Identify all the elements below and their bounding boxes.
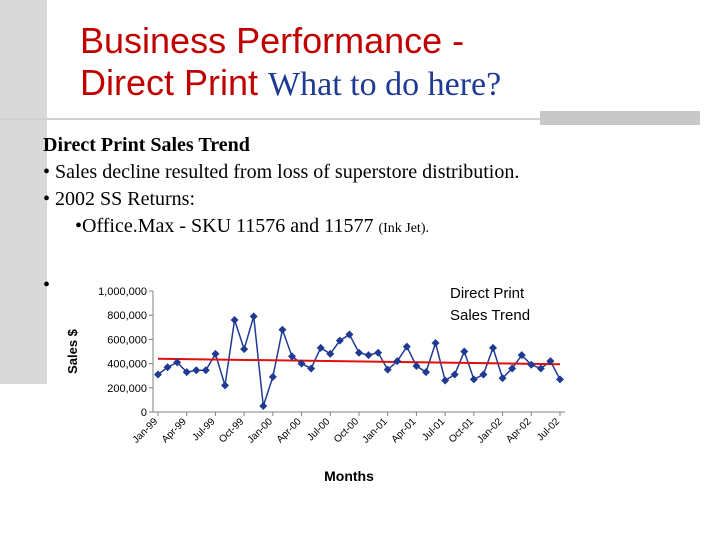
sales-data-point [556, 375, 564, 384]
sales-data-point [422, 368, 430, 377]
sales-data-point [307, 364, 316, 373]
left-accent-bar [0, 0, 47, 384]
left-accent-divider [47, 0, 50, 384]
chart-title-line: Direct Print [450, 285, 525, 302]
sales-data-point [326, 349, 335, 358]
title-direct-print: Direct Print [80, 62, 259, 103]
sales-data-point [211, 349, 220, 358]
sales-data-point [498, 374, 507, 383]
x-tick-label: Jan-99 [131, 416, 161, 446]
x-tick-label: Oct-99 [217, 416, 246, 445]
sales-data-point [355, 348, 363, 357]
sales-data-point [192, 366, 201, 375]
sales-data-point [240, 345, 249, 354]
sales-data-point [364, 351, 373, 360]
x-tick-label: Apr-02 [504, 416, 533, 445]
sales-data-point [297, 359, 306, 368]
sales-data-point [278, 325, 287, 334]
body-heading: Direct Print Sales Trend [43, 134, 250, 156]
sales-data-point [517, 351, 526, 360]
x-tick-label: Jan-01 [360, 416, 390, 446]
x-tick-label: Jan-00 [246, 416, 276, 446]
x-tick-label: Jul-00 [305, 416, 332, 443]
y-tick-label: 1,000,000 [98, 286, 147, 298]
x-tick-label: Apr-99 [160, 416, 189, 445]
title-line-2: Direct Print What to do here? [80, 62, 501, 106]
x-tick-label: Apr-01 [390, 416, 419, 445]
sales-data-point [402, 342, 411, 351]
sales-data-point [489, 343, 497, 352]
sales-data-point [259, 401, 268, 410]
x-tick-label: Jan-02 [475, 416, 505, 446]
sales-data-point [393, 357, 402, 366]
sub-bullet-note: (Ink Jet). [378, 221, 429, 236]
sales-data-point [546, 357, 555, 366]
slide-title: Business Performance - Direct Print What… [80, 20, 501, 106]
x-tick-label: Oct-01 [447, 416, 476, 445]
y-tick-label: 800,000 [107, 310, 147, 322]
sales-data-point [450, 370, 459, 379]
sales-data-point [163, 363, 172, 372]
sales-data-point [527, 360, 536, 369]
y-tick-label: 400,000 [107, 359, 147, 371]
x-tick-label: Oct-00 [332, 416, 361, 445]
sales-data-point [249, 312, 258, 321]
sales-data-point [201, 366, 210, 375]
sales-data-point [316, 343, 325, 352]
y-tick-label: 600,000 [107, 334, 147, 346]
sales-data-point [412, 362, 421, 371]
sales-data-point [374, 348, 383, 357]
sales-data-point [431, 339, 440, 348]
title-underline [0, 118, 540, 120]
sales-data-point [536, 364, 545, 373]
sales-trendline [157, 357, 561, 366]
sales-data-point [268, 372, 277, 381]
sub-bullet-officemax: •Office.Max - SKU 11576 and 11577 (Ink J… [43, 213, 519, 242]
sales-data-point [345, 330, 354, 339]
title-accent-block [540, 111, 700, 125]
bullet-ss-returns: • 2002 SS Returns: [43, 188, 196, 210]
sales-data-point [221, 381, 229, 390]
sales-data-point [182, 368, 191, 377]
sales-trend-chart: 0 200,000 400,000 600,000 800,000 1,000,000 Ja… [65, 285, 565, 484]
y-tick-label: 0 [141, 407, 147, 419]
sales-data-point [479, 370, 488, 379]
sub-bullet-text: •Office.Max - SKU 11576 and 11577 [75, 215, 374, 237]
sales-data-point [230, 316, 239, 325]
sales-data-point [335, 336, 344, 345]
title-line-1: Business Performance - [80, 20, 465, 61]
x-tick-label: Jul-01 [420, 416, 447, 443]
slide-body: Direct Print Sales Trend • Sales decline… [43, 132, 519, 242]
bullet-sales-decline: • Sales decline resulted from loss of su… [43, 161, 520, 183]
empty-bullet: • [43, 274, 51, 296]
x-tick-label: Jul-99 [191, 416, 218, 443]
sales-data-point [383, 365, 392, 374]
x-tick-label: Apr-00 [275, 416, 304, 445]
sales-data-point [154, 370, 162, 379]
y-axis-label: Sales $ [65, 328, 80, 374]
sales-data-point [173, 358, 182, 367]
x-axis-label: Months [324, 468, 374, 484]
y-tick-label: 200,000 [107, 383, 147, 395]
sales-data-point [441, 376, 450, 385]
sales-data-point [460, 347, 469, 356]
x-tick-label: Jul-02 [535, 416, 562, 443]
sales-data-point [508, 364, 517, 373]
sales-data-point [288, 352, 296, 361]
title-question: What to do here? [268, 66, 502, 103]
sales-data-point [469, 375, 478, 384]
chart-title-line: Sales Trend [450, 307, 530, 324]
